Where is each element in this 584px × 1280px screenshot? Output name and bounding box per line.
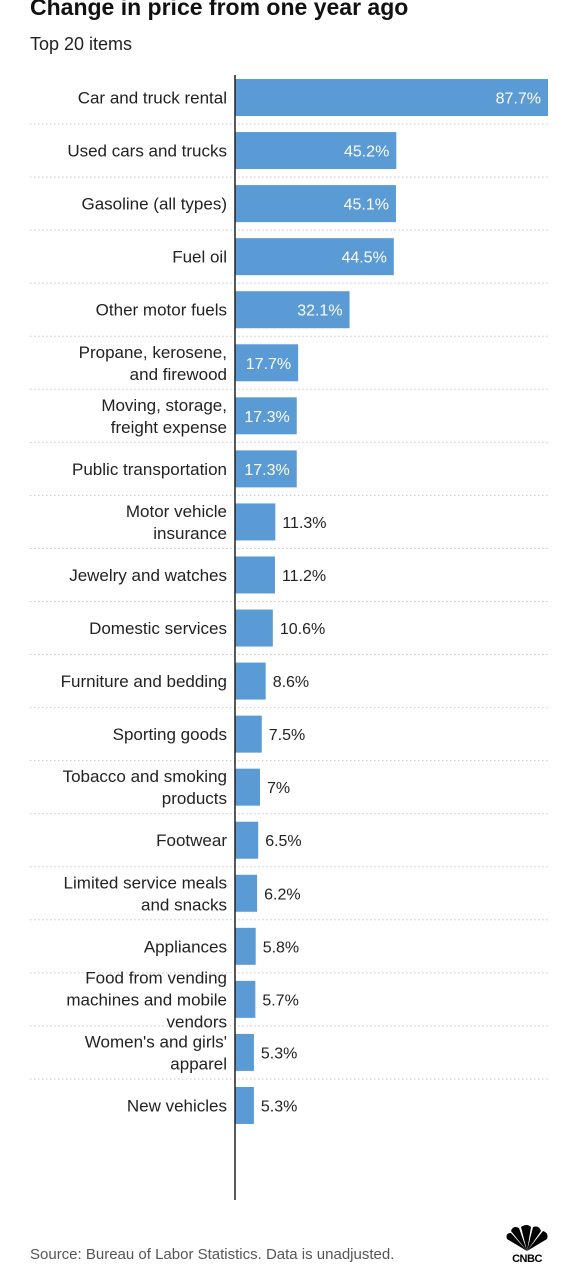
- value-label: 5.3%: [261, 1045, 297, 1062]
- bar: [235, 344, 299, 382]
- value-label: 7%: [267, 780, 290, 797]
- value-label: 5.3%: [261, 1098, 297, 1115]
- category-label: Women's and girls' apparel: [85, 1032, 227, 1073]
- bar: [235, 450, 297, 488]
- bar: [235, 238, 394, 276]
- category-label: Fuel oil: [172, 248, 227, 267]
- bar: [235, 980, 256, 1018]
- bar: [235, 291, 350, 329]
- bar: [235, 132, 397, 170]
- bar: [235, 503, 276, 541]
- bar: [235, 768, 260, 806]
- category-label: Public transportation: [72, 460, 227, 479]
- cnbc-logo: CNBC: [501, 1225, 553, 1267]
- chart-subtitle: Top 20 items: [30, 34, 133, 54]
- category-label: Gasoline (all types): [81, 195, 227, 214]
- category-label: Sporting goods: [113, 725, 227, 744]
- bar: [235, 397, 297, 435]
- value-label: 7.5%: [269, 727, 305, 744]
- category-label: Jewelry and watches: [69, 566, 227, 585]
- value-label: 11.2%: [282, 568, 326, 585]
- value-label: 45.2%: [344, 144, 389, 161]
- bar: [235, 874, 258, 912]
- bar: [235, 927, 256, 965]
- logo-text: CNBC: [512, 1253, 542, 1265]
- value-label: 8.6%: [273, 674, 309, 691]
- category-label: Domestic services: [89, 619, 227, 638]
- bar: [235, 662, 266, 700]
- value-label: 32.1%: [297, 303, 342, 320]
- category-label: Footwear: [156, 831, 227, 850]
- value-label: 5.7%: [262, 992, 298, 1009]
- value-label: 44.5%: [341, 250, 386, 267]
- value-label: 17.7%: [246, 356, 291, 373]
- bar: [235, 1033, 254, 1071]
- category-label: Car and truck rental: [78, 89, 227, 108]
- bar: [235, 609, 273, 647]
- value-label: 17.3%: [244, 409, 289, 426]
- bar: [235, 79, 548, 117]
- value-label: 87.7%: [496, 91, 541, 108]
- bar: [235, 1086, 254, 1124]
- category-label: Used cars and trucks: [67, 142, 227, 161]
- category-label: Motor vehicle insurance: [126, 502, 227, 543]
- value-label: 6.2%: [264, 886, 300, 903]
- bar: [235, 715, 262, 753]
- source-note: Source: Bureau of Labor Statistics. Data…: [30, 1246, 395, 1263]
- category-label: Moving, storage, freight expense: [101, 396, 227, 437]
- category-label: Limited service meals and snacks: [64, 873, 227, 914]
- value-label: 17.3%: [244, 462, 289, 479]
- chart-title: Change in price from one year ago: [30, 0, 409, 20]
- bar: [235, 821, 259, 859]
- value-label: 11.3%: [282, 515, 326, 532]
- category-label: Propane, kerosene, and firewood: [79, 343, 227, 384]
- peacock-logo-icon: [506, 1225, 548, 1251]
- value-label: 45.1%: [344, 197, 389, 214]
- bar: [235, 185, 396, 223]
- bar-chart: Car and truck rental 87.7% Used cars and t…: [30, 75, 549, 1200]
- value-label: 6.5%: [265, 833, 301, 850]
- value-label: 10.6%: [280, 621, 325, 638]
- category-label: Other motor fuels: [96, 301, 227, 320]
- category-label: New vehicles: [127, 1096, 227, 1115]
- category-label: Food from vending machines and mobile vend…: [66, 968, 227, 1031]
- category-label: Appliances: [144, 937, 227, 956]
- value-label: 5.8%: [263, 939, 299, 956]
- category-label: Tobacco and smoking products: [63, 767, 227, 808]
- category-label: Furniture and bedding: [61, 672, 227, 691]
- bar: [235, 556, 275, 594]
